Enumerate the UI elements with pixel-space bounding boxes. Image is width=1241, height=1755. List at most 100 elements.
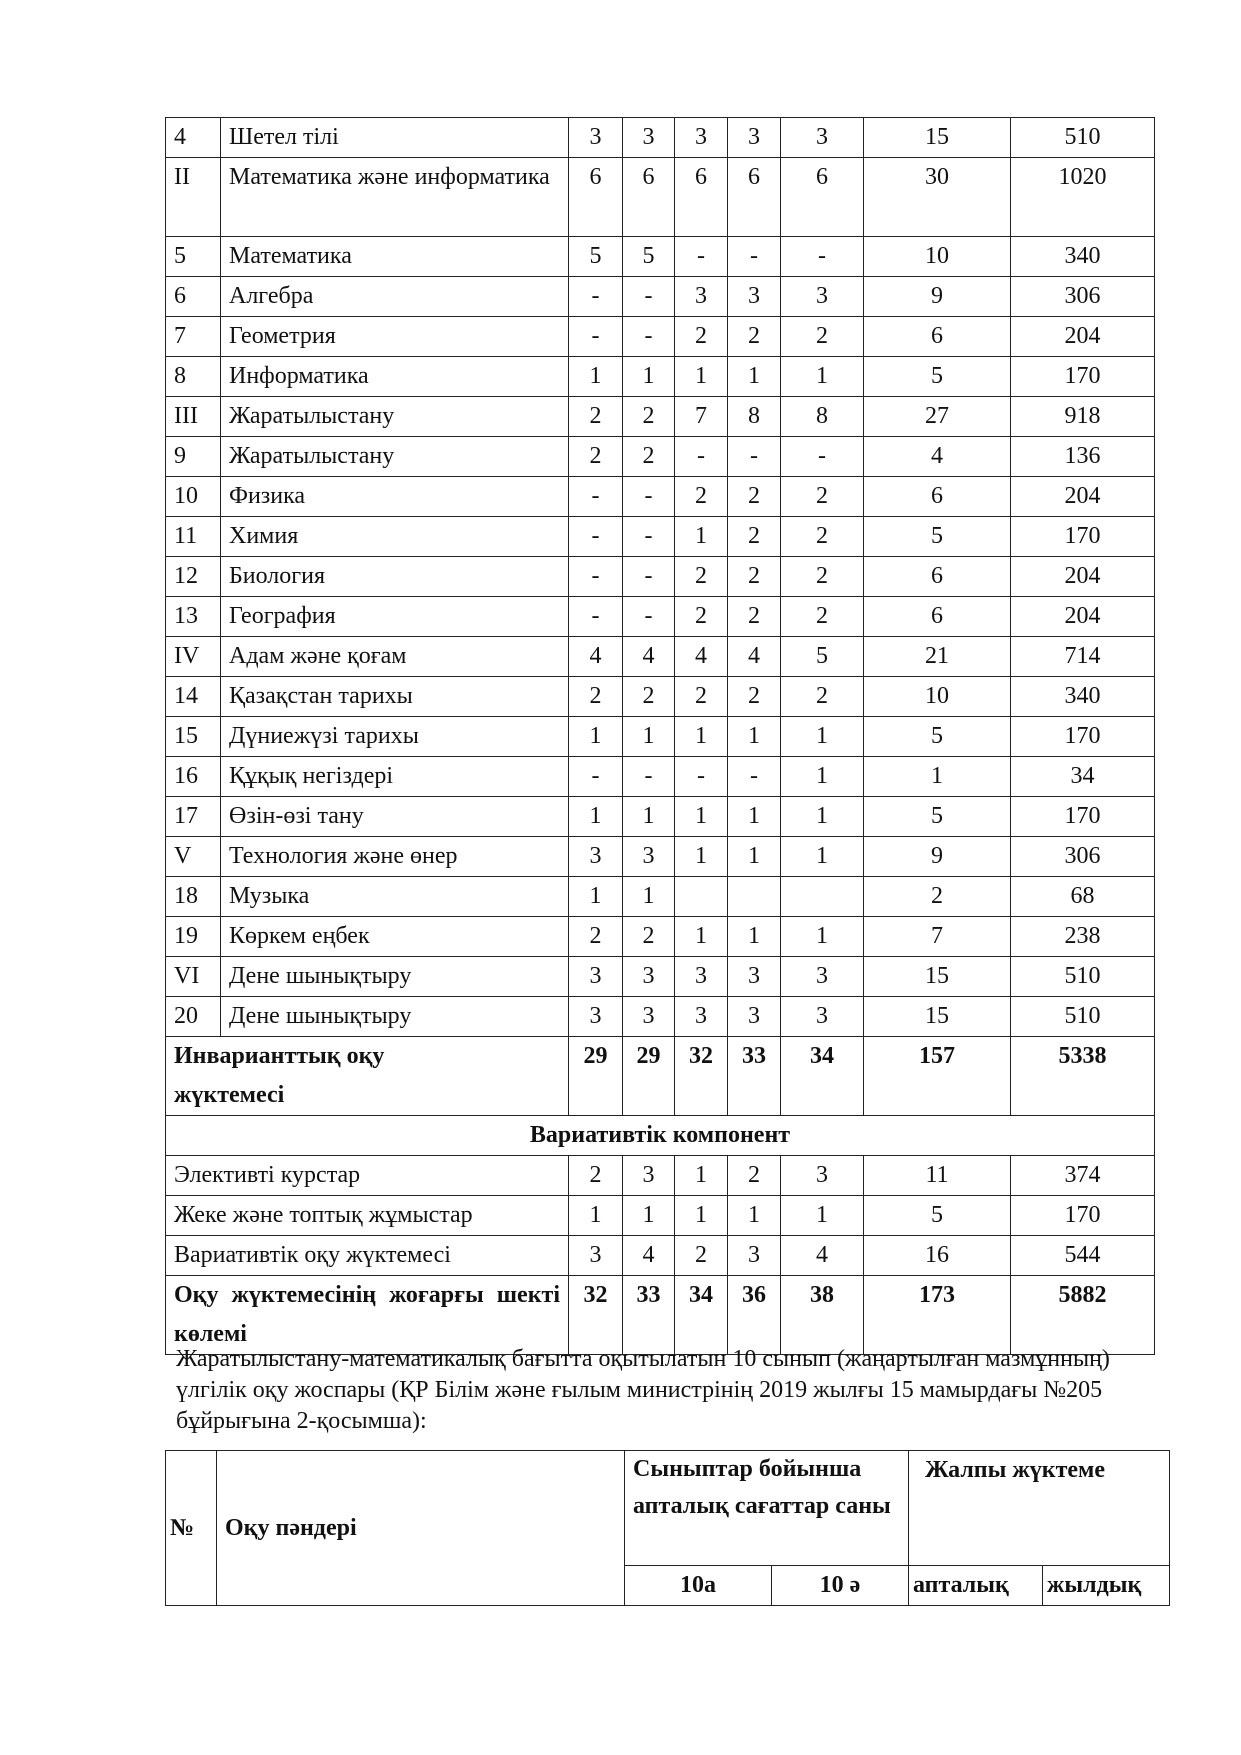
hours-cell: 2: [622, 436, 675, 477]
weekly-total: 9: [863, 836, 1011, 877]
table-row: 15 Дүниежүзі тарихы 1 1 1 1 1 5 170: [165, 716, 1155, 757]
subject-name: Информатика: [220, 356, 569, 397]
table-row: 8 Информатика 1 1 1 1 1 5 170: [165, 356, 1155, 397]
row-number: 6: [165, 276, 221, 317]
subject-name: Физика: [220, 476, 569, 517]
hours-cell: 4: [568, 636, 623, 677]
invariant-total-row: Инварианттық оқу жүктемесі 29 29 32 33 34 157 5…: [165, 1036, 1155, 1116]
hours-cell: 3: [622, 836, 675, 877]
hours-cell: 3: [780, 276, 864, 317]
subject-name: Математика және информатика: [220, 157, 569, 237]
subject-name: Геометрия: [220, 316, 569, 357]
hours-cell: 1: [780, 836, 864, 877]
hours-cell: -: [622, 276, 675, 317]
hours-cell: -: [622, 556, 675, 597]
table-row: II Математика және информатика 6 6 6 6 6 30 1020: [165, 157, 1155, 237]
max-load-label: Оқу жүктемесінің жоғарғы шекті көлемі: [165, 1275, 569, 1355]
weekly-total: 5: [863, 796, 1011, 837]
hours-cell: 1: [622, 796, 675, 837]
hours-cell: 4: [727, 636, 781, 677]
yearly-total: 714: [1010, 636, 1155, 677]
hours-cell: 1: [727, 796, 781, 837]
weekly-total: 6: [863, 556, 1011, 597]
yearly-total: 170: [1010, 716, 1155, 757]
hours-cell: 1: [568, 796, 623, 837]
row-number: 9: [165, 436, 221, 477]
hours-cell: -: [568, 756, 623, 797]
hours-cell: 6: [780, 157, 864, 237]
row-number: 10: [165, 476, 221, 517]
weekly-total: 5: [863, 356, 1011, 397]
component-name: Жеке және топтық жұмыстар: [165, 1195, 569, 1236]
hours-cell: 2: [727, 476, 781, 517]
subject-name: Химия: [220, 516, 569, 557]
component-name: Элективті курстар: [165, 1155, 569, 1196]
hours-cell: 1: [727, 836, 781, 877]
hours-cell: 2: [727, 676, 781, 717]
hours-cell: 3: [622, 996, 675, 1037]
table-row: IV Адам және қоғам 4 4 4 4 5 21 714: [165, 636, 1155, 677]
yearly-total: 170: [1010, 796, 1155, 837]
hours-cell: 3: [727, 956, 781, 997]
hours-cell: 2: [568, 676, 623, 717]
hours-cell: 32: [674, 1036, 728, 1116]
hours-cell: 34: [674, 1275, 728, 1355]
weekly-total: 9: [863, 276, 1011, 317]
hours-cell: -: [568, 276, 623, 317]
subject-name: Қазақстан тарихы: [220, 676, 569, 717]
weekly-total: 6: [863, 596, 1011, 637]
hours-cell: 3: [568, 836, 623, 877]
table-row: 17 Өзін-өзі тану 1 1 1 1 1 5 170: [165, 796, 1155, 837]
hours-cell: 3: [674, 956, 728, 997]
hours-cell: 7: [674, 396, 728, 437]
hours-cell: 4: [780, 1235, 864, 1276]
row-number: II: [165, 157, 221, 237]
hours-cell: 3: [727, 117, 781, 158]
yearly-total: 544: [1010, 1235, 1155, 1276]
hours-cell: 1: [622, 1195, 675, 1236]
hours-cell: 2: [568, 916, 623, 957]
row-number: 7: [165, 316, 221, 357]
hours-cell: 2: [622, 396, 675, 437]
table-row: 18 Музыка 1 1 2 68: [165, 876, 1155, 917]
table-row: 12 Биология - -2 2 2 6 204: [165, 556, 1155, 597]
table-row: Элективті курстар 2 3 1 2 3 11 374: [165, 1155, 1155, 1196]
yearly-total: 170: [1010, 356, 1155, 397]
yearly-total: 306: [1010, 276, 1155, 317]
hours-cell: 2: [727, 1155, 781, 1196]
hours-cell: 33: [622, 1275, 675, 1355]
subject-name: Көркем еңбек: [220, 916, 569, 957]
hours-cell: 3: [622, 1155, 675, 1196]
hours-cell: 36: [727, 1275, 781, 1355]
weekly-total: 16: [863, 1235, 1011, 1276]
hours-cell: -: [568, 516, 623, 557]
hours-cell: -: [727, 436, 781, 477]
hours-cell: [780, 876, 864, 917]
yearly-total: 204: [1010, 596, 1155, 637]
row-number: V: [165, 836, 221, 877]
hours-cell: 2: [780, 676, 864, 717]
hours-cell: 1: [622, 876, 675, 917]
hours-cell: -: [622, 516, 675, 557]
hours-cell: 29: [622, 1036, 675, 1116]
yearly-total: 170: [1010, 1195, 1155, 1236]
yearly-total: 68: [1010, 876, 1155, 917]
table-row: 11 Химия - -1 2 2 5 170: [165, 516, 1155, 557]
hours-cell: 2: [568, 396, 623, 437]
hours-cell: 6: [568, 157, 623, 237]
hours-cell: 2: [674, 596, 728, 637]
hours-cell: 5: [568, 236, 623, 277]
subject-name: Музыка: [220, 876, 569, 917]
yearly-total: 238: [1010, 916, 1155, 957]
table-row: 13 География - -2 2 2 6 204: [165, 596, 1155, 637]
table-row: 20 Дене шынықтыру 3 3 3 3 3 15 510: [165, 996, 1155, 1037]
variative-header-row: Вариативтік компонент: [165, 1115, 1155, 1156]
hours-cell: 4: [622, 1235, 675, 1276]
invariant-label: Инварианттық оқу жүктемесі: [165, 1036, 569, 1116]
weekly-total: 10: [863, 676, 1011, 717]
hours-cell: -: [674, 756, 728, 797]
weekly-total: 5: [863, 1195, 1011, 1236]
subject-name: Шетел тілі: [220, 117, 569, 158]
subject-name: Жаратылыстану: [220, 396, 569, 437]
hours-cell: 33: [727, 1036, 781, 1116]
